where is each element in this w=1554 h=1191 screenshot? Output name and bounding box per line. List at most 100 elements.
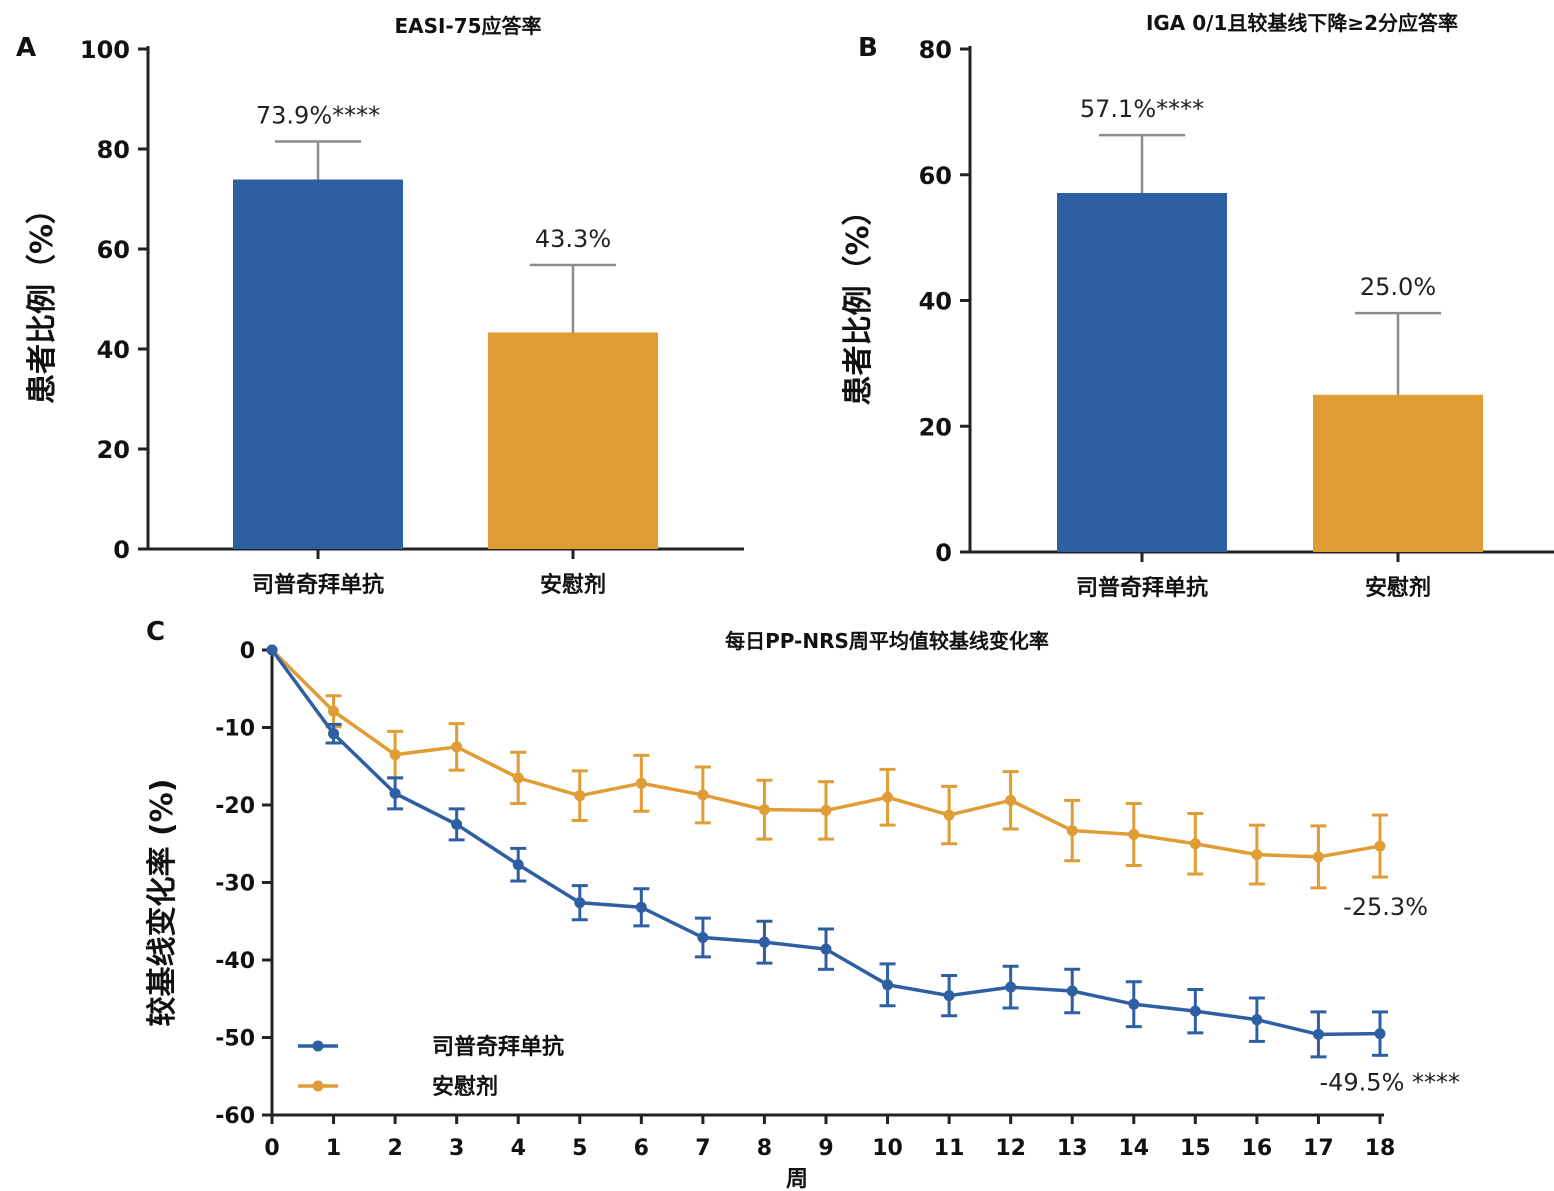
y-tick-label: 0 [240,639,255,664]
panel-b-bar-chart: IGA 0/1且较基线下降≥2分应答率 B 患者比例（%） 0 20 40 60 80 57.1… [841,11,1554,601]
data-point [266,644,278,656]
bar-drug [233,179,403,549]
data-point [574,790,586,802]
x-tick-label: 12 [995,1136,1026,1161]
panel-letter: A [16,33,36,63]
y-tick-label: 40 [97,336,130,364]
x-tick-label: 14 [1118,1136,1149,1161]
y-tick-label: 40 [919,288,952,316]
y-axis-label: 较基线变化率 (%) [145,779,180,1027]
panel-letter: B [858,33,878,63]
y-tick-label: -30 [215,872,255,897]
y-tick-label: -60 [215,1104,255,1129]
y-tick-label: -10 [215,717,255,742]
data-point [820,804,832,816]
data-point [882,791,894,803]
data-point [1251,1014,1263,1026]
y-tick-label: 60 [919,162,952,190]
data-point [1251,849,1263,861]
x-tick-label: 1 [326,1136,341,1161]
y-tick-label: -50 [215,1027,255,1052]
data-point [451,741,463,753]
x-tick-label: 10 [872,1136,903,1161]
x-tick-label: 13 [1057,1136,1088,1161]
x-axis-label: 周 [786,1167,808,1191]
data-point [943,990,955,1002]
data-point [635,777,647,789]
x-tick-label: 司普奇拜单抗 [252,572,384,598]
bar-placebo [488,332,658,549]
y-tick-label: 80 [919,36,952,64]
data-point [1312,1028,1324,1040]
data-point [697,789,709,801]
data-point [697,932,709,944]
data-point [882,979,894,991]
x-tick-label: 安慰剂 [1365,575,1431,601]
data-point [758,804,770,816]
data-point [389,787,401,799]
data-point [1066,825,1078,837]
panel-letter: C [146,617,165,647]
data-point [328,705,340,717]
chart-title: IGA 0/1且较基线下降≥2分应答率 [1146,11,1458,35]
data-point [1128,998,1140,1010]
x-tick-label: 9 [818,1136,833,1161]
y-tick-label: 0 [113,536,130,564]
y-tick-label: 60 [97,236,130,264]
x-tick-label: 15 [1180,1136,1211,1161]
panel-c-line-chart: 每日PP-NRS周平均值较基线变化率 C 较基线变化率 (%) 周 0 -10 -20 -30… [145,617,1460,1191]
y-tick-label: 20 [919,413,952,441]
y-tick-label: -20 [215,794,255,819]
series-placebo [266,644,1388,890]
data-point [1005,981,1017,993]
data-point [820,943,832,955]
end-label-drug: -49.5% **** [1319,1069,1460,1097]
data-label: 25.0% [1360,273,1436,301]
x-tick-label: 3 [449,1136,464,1161]
x-tick-label: 2 [387,1136,402,1161]
series-drug [266,644,1388,1059]
x-tick-label: 18 [1365,1136,1396,1161]
x-tick-label: 司普奇拜单抗 [1076,575,1208,601]
data-label: 43.3% [535,225,611,253]
legend-marker [312,1080,324,1092]
chart-title: 每日PP-NRS周平均值较基线变化率 [725,629,1049,653]
data-point [1374,840,1386,852]
data-point [1128,828,1140,840]
data-point [1189,838,1201,850]
data-point [1066,985,1078,997]
data-point [451,818,463,830]
data-point [574,897,586,909]
x-tick-label: 5 [572,1136,587,1161]
x-tick-label: 7 [695,1136,710,1161]
end-label-placebo: -25.3% [1343,893,1428,921]
y-tick-label: 100 [80,36,130,64]
y-tick-label: 0 [935,539,952,567]
x-tick-label: 4 [511,1136,526,1161]
data-point [635,901,647,913]
chart-title: EASI-75应答率 [394,14,541,38]
data-point [389,749,401,761]
data-point [1374,1028,1386,1040]
x-tick-label: 8 [757,1136,772,1161]
data-point [512,859,524,871]
data-point [1189,1005,1201,1017]
x-tick-label: 11 [934,1136,965,1161]
bar-drug [1057,192,1227,552]
x-tick-label: 6 [634,1136,649,1161]
data-point [758,936,770,948]
series-line [270,648,1381,1037]
y-tick-label: -40 [215,949,255,974]
data-point [1005,794,1017,806]
legend-marker [312,1040,324,1052]
y-tick-label: 20 [97,436,130,464]
data-label: 57.1%**** [1080,95,1204,123]
y-axis-label: 患者比例（%） [841,195,876,405]
data-point [943,809,955,821]
data-point [328,728,340,740]
bar-placebo [1313,394,1483,552]
panel-a-bar-chart: EASI-75应答率 A 患者比例（%） 0 20 40 60 80 100 73.9%**** 司… [16,14,744,598]
x-tick-label: 17 [1303,1136,1334,1161]
